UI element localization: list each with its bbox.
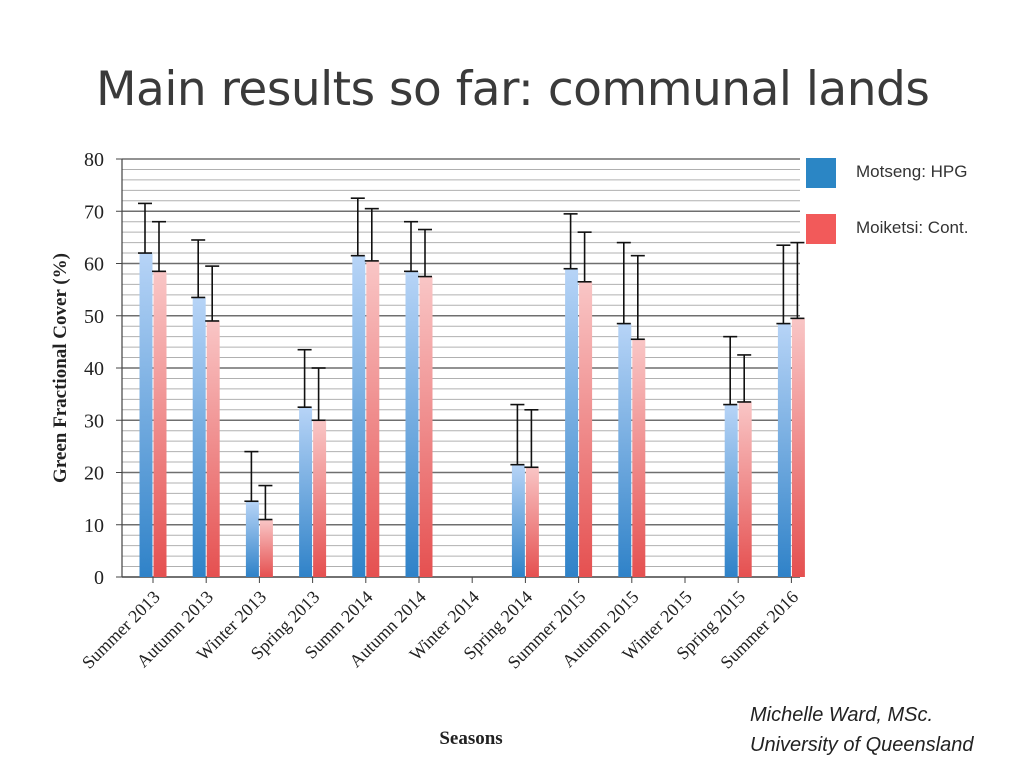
bar-motseng: [565, 268, 579, 577]
error-bars: [138, 197, 805, 521]
axes: [116, 158, 800, 583]
bar-moiketsi: [153, 271, 167, 577]
error-bar-moiketsi: [630, 254, 645, 341]
bar-motseng: [245, 501, 259, 577]
bar-moiketsi: [366, 260, 380, 577]
y-tick-label: 80: [84, 149, 104, 171]
bar-motseng: [192, 297, 206, 577]
error-bar-moiketsi: [258, 484, 273, 521]
bar-moiketsi: [313, 420, 327, 577]
error-bar-moiketsi: [152, 220, 166, 273]
error-bar-moiketsi: [737, 354, 752, 403]
legend-label-motseng: Motseng: HPG: [856, 162, 968, 181]
y-tick-label: 0: [94, 567, 104, 589]
legend-swatch-motseng: [806, 158, 836, 188]
credit-author: Michelle Ward, MSc.: [750, 704, 934, 726]
bar-motseng: [299, 407, 313, 577]
bar-moiketsi: [525, 467, 539, 577]
legend-swatch-moiketsi: [806, 214, 836, 244]
error-bar-moiketsi: [418, 228, 432, 278]
error-bar-motseng: [776, 244, 791, 325]
bar-motseng: [724, 404, 738, 577]
bar-motseng: [777, 323, 791, 577]
error-bar-motseng: [244, 450, 259, 503]
error-bar-motseng: [297, 348, 312, 408]
y-tick-label: 30: [84, 410, 104, 432]
bar-motseng: [618, 323, 632, 577]
error-bar-moiketsi: [311, 367, 326, 422]
error-bar-motseng: [510, 403, 525, 466]
error-bar-moiketsi: [577, 231, 592, 283]
bar-moiketsi: [738, 401, 752, 577]
error-bar-moiketsi: [524, 408, 539, 469]
error-bar-motseng: [138, 202, 152, 254]
x-axis-title: Seasons: [439, 728, 502, 749]
error-bar-motseng: [350, 197, 365, 257]
y-tick-label: 40: [84, 358, 104, 380]
legend-label-moiketsi: Moiketsi: Cont.: [856, 218, 969, 237]
y-tick-label: 60: [84, 254, 104, 276]
error-bar-moiketsi: [790, 241, 805, 320]
error-bar-motseng: [723, 335, 738, 406]
legend-item-motseng: Motseng: HPG: [806, 158, 1016, 190]
bar-moiketsi: [259, 519, 273, 577]
y-tick-label: 20: [84, 463, 104, 485]
y-tick-label: 70: [84, 201, 104, 223]
error-bar-moiketsi: [205, 265, 220, 322]
bars: [139, 253, 805, 578]
error-bar-motseng: [563, 213, 578, 270]
legend-item-moiketsi: Moiketsi: Cont.: [806, 214, 1016, 246]
bar-moiketsi: [791, 318, 805, 577]
y-tick-label: 50: [84, 306, 104, 328]
bar-moiketsi: [579, 281, 593, 577]
slide-title: Main results so far: communal lands: [96, 62, 930, 117]
bar-motseng: [511, 464, 525, 577]
error-bar-motseng: [616, 241, 631, 325]
bar-moiketsi: [632, 339, 646, 577]
y-tick-label: 10: [84, 515, 104, 537]
gridlines: [122, 158, 800, 568]
error-bar-moiketsi: [364, 207, 379, 262]
bar-motseng: [139, 253, 153, 578]
credit-affiliation: University of Queensland: [750, 734, 974, 756]
error-bar-motseng: [191, 239, 206, 299]
bar-moiketsi: [206, 320, 220, 577]
bar-moiketsi: [419, 276, 433, 577]
error-bar-motseng: [404, 220, 418, 273]
bar-motseng: [352, 255, 366, 577]
bar-motseng: [405, 271, 419, 577]
y-axis-title: Green Fractional Cover (%): [50, 253, 71, 483]
